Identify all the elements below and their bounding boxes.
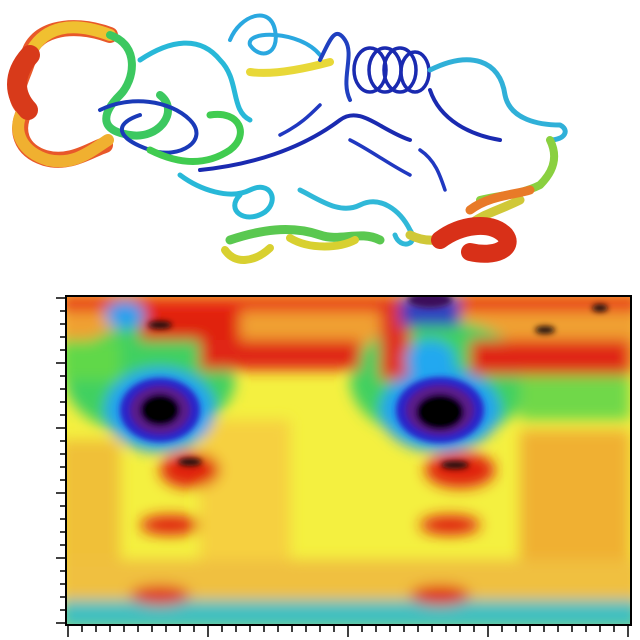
- ribbon-blue-1: [98, 99, 199, 155]
- ribbon-red-right: [431, 216, 517, 263]
- protein-ribbon-structure: [7, 13, 568, 264]
- ribbon-orange-right: [465, 185, 535, 215]
- left-axis-ticks: [56, 297, 66, 624]
- bottom-axis-ticks: [67, 625, 629, 637]
- ribbon-green-2: [146, 110, 244, 166]
- ribbon-blue-mid: [198, 88, 502, 172]
- contour-heatmap: [66, 296, 631, 625]
- ribbon-yellow-low: [221, 234, 359, 264]
- ribbon-cyan-low: [177, 172, 275, 220]
- ribbon-cyan-right: [427, 57, 568, 143]
- ribbon-green-low: [225, 225, 385, 245]
- ribbon-loop-left-red: [7, 45, 40, 120]
- ribbon-cyan-top: [228, 13, 322, 57]
- ribbon-loop-left-bottom: [12, 106, 114, 168]
- ribbon-green-1: [102, 31, 172, 140]
- helix: [352, 46, 431, 94]
- ribbon-blue-top: [318, 31, 352, 102]
- ribbon-cyan-1: [137, 40, 253, 123]
- ribbon-loop-left-top: [26, 21, 116, 56]
- ribbon-cyan-low-2: [297, 187, 416, 247]
- ribbon-yellow-top: [246, 58, 334, 77]
- ribbon-blue-strands: [278, 103, 447, 192]
